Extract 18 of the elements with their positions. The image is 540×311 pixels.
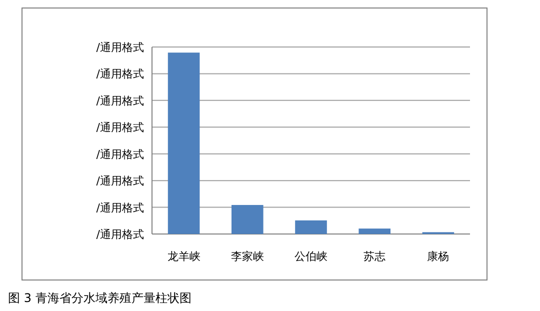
bar <box>168 52 200 234</box>
text: /通用格式 <box>96 228 144 241</box>
text: /通用格式 <box>96 201 144 214</box>
text: /通用格式 <box>96 148 144 161</box>
x-tick-label: 康杨 <box>427 250 450 263</box>
text: /通用格式 <box>96 41 144 54</box>
x-tick-label: 龙羊峡 <box>167 250 200 263</box>
x-tick-label: 公伯峡 <box>294 250 328 263</box>
caption: 图 3 青海省分水域养殖产量柱状图 <box>8 291 192 305</box>
bar <box>358 228 390 234</box>
bar <box>295 220 327 234</box>
text: /通用格式 <box>96 94 144 108</box>
x-tick-label: 苏志 <box>364 250 386 263</box>
text: /通用格式 <box>96 68 144 81</box>
bar <box>232 204 264 234</box>
text: /通用格式 <box>96 174 144 188</box>
x-tick-label: 李家峡 <box>230 250 264 263</box>
text: /通用格式 <box>96 121 144 134</box>
